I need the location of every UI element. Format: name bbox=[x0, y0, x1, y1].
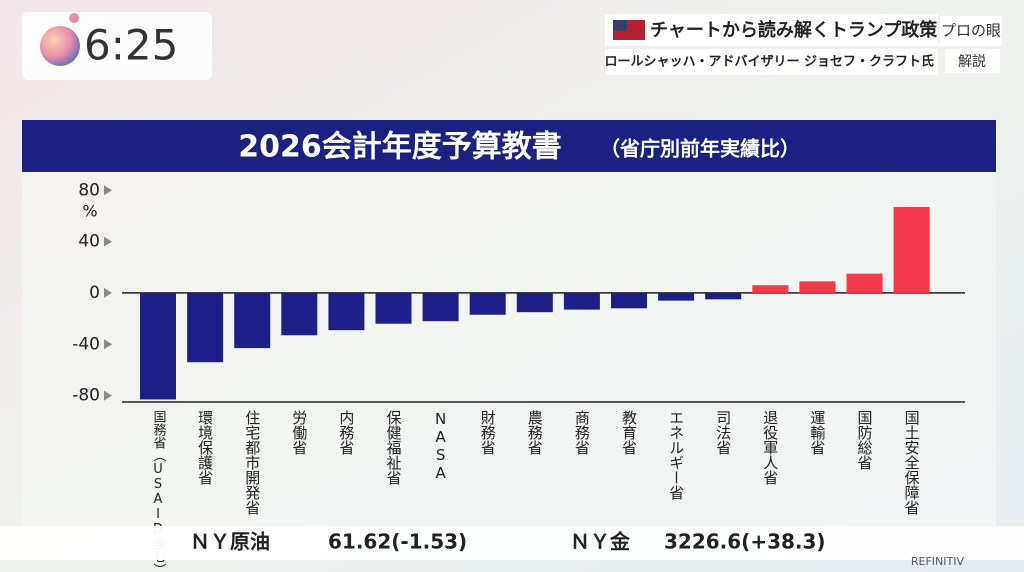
bar bbox=[375, 292, 412, 324]
y-unit: % bbox=[82, 202, 97, 221]
x-tick-label: 内務省 bbox=[337, 410, 355, 455]
y-tick-mark bbox=[104, 236, 112, 247]
bar bbox=[752, 285, 789, 293]
bar bbox=[893, 206, 930, 293]
x-tick-label: 運輸省 bbox=[808, 410, 826, 455]
y-tick-mark bbox=[104, 339, 112, 350]
ticker-quote: 61.62(-1.53) bbox=[328, 530, 467, 554]
y-tick-mark bbox=[104, 390, 112, 401]
badge-box bbox=[945, 49, 1000, 73]
ticker-quote: 3226.6(+38.3) bbox=[664, 530, 826, 554]
x-tick-label: 国土安全保障省 bbox=[903, 410, 921, 515]
brand-box bbox=[940, 16, 1002, 46]
x-tick-label: 保健福祉省 bbox=[385, 410, 403, 485]
x-tick-label: 商務省 bbox=[573, 410, 591, 455]
ticker-bar bbox=[0, 526, 1024, 560]
bar bbox=[516, 292, 553, 313]
chart-title: 2026会計年度予算教書 bbox=[238, 130, 562, 165]
logo bbox=[40, 26, 80, 66]
x-tick-label: 住宅都市開発省 bbox=[243, 410, 261, 515]
bar bbox=[611, 292, 647, 309]
bar bbox=[140, 292, 176, 400]
bar bbox=[705, 292, 742, 300]
bar bbox=[658, 292, 695, 301]
bar bbox=[422, 292, 459, 322]
bar bbox=[234, 292, 271, 349]
y-tick-label: 80 bbox=[78, 180, 100, 200]
x-tick-label: 財務省 bbox=[479, 410, 497, 455]
x-tick-label: 国防総省 bbox=[856, 410, 874, 470]
chart-panel bbox=[22, 172, 996, 526]
y-tick-label: -80 bbox=[72, 386, 100, 406]
x-tick-label: 退役軍人省 bbox=[761, 410, 779, 485]
y-tick-mark bbox=[104, 287, 112, 298]
bar bbox=[846, 273, 883, 293]
program-title: チャートから読み解くトランプ政策 bbox=[650, 19, 938, 41]
bar bbox=[799, 281, 836, 293]
logo-dot bbox=[69, 13, 79, 23]
flag-canton bbox=[613, 20, 627, 31]
bar bbox=[469, 292, 506, 315]
x-tick-label: 農務省 bbox=[526, 410, 544, 455]
x-tick-label: 労働省 bbox=[290, 410, 308, 455]
title-bar bbox=[22, 120, 996, 172]
program-box bbox=[605, 14, 938, 46]
y-tick-label: -40 bbox=[72, 334, 100, 354]
source: REFINITIV bbox=[911, 555, 965, 568]
chart-subtitle: （省庁別前年実績比） bbox=[600, 137, 800, 161]
bar bbox=[281, 292, 318, 336]
x-tick-label: 環境保護省 bbox=[196, 410, 214, 485]
brand: プロの眼 bbox=[941, 22, 1001, 40]
x-tick-label: 司法省 bbox=[714, 410, 732, 455]
clock: 6:25 bbox=[84, 21, 178, 70]
ticker-name: ＮＹ原油 bbox=[190, 530, 270, 554]
guest: ロールシャッハ・アドバイザリー ジョセフ・クラフト氏 bbox=[604, 55, 934, 70]
bar bbox=[563, 292, 600, 310]
guest-box bbox=[605, 49, 938, 75]
x-tick-label: エネルギー省 bbox=[667, 410, 685, 500]
badge: 解説 bbox=[958, 54, 986, 70]
y-tick-mark bbox=[104, 185, 112, 196]
x-tick-label: NASA bbox=[432, 410, 450, 482]
y-tick-label: 0 bbox=[89, 283, 100, 303]
ticker-name: ＮＹ金 bbox=[570, 530, 631, 554]
bar bbox=[187, 292, 224, 363]
bar bbox=[328, 292, 365, 331]
x-tick-label: 教育省 bbox=[620, 410, 638, 455]
y-tick-label: 40 bbox=[78, 232, 100, 252]
